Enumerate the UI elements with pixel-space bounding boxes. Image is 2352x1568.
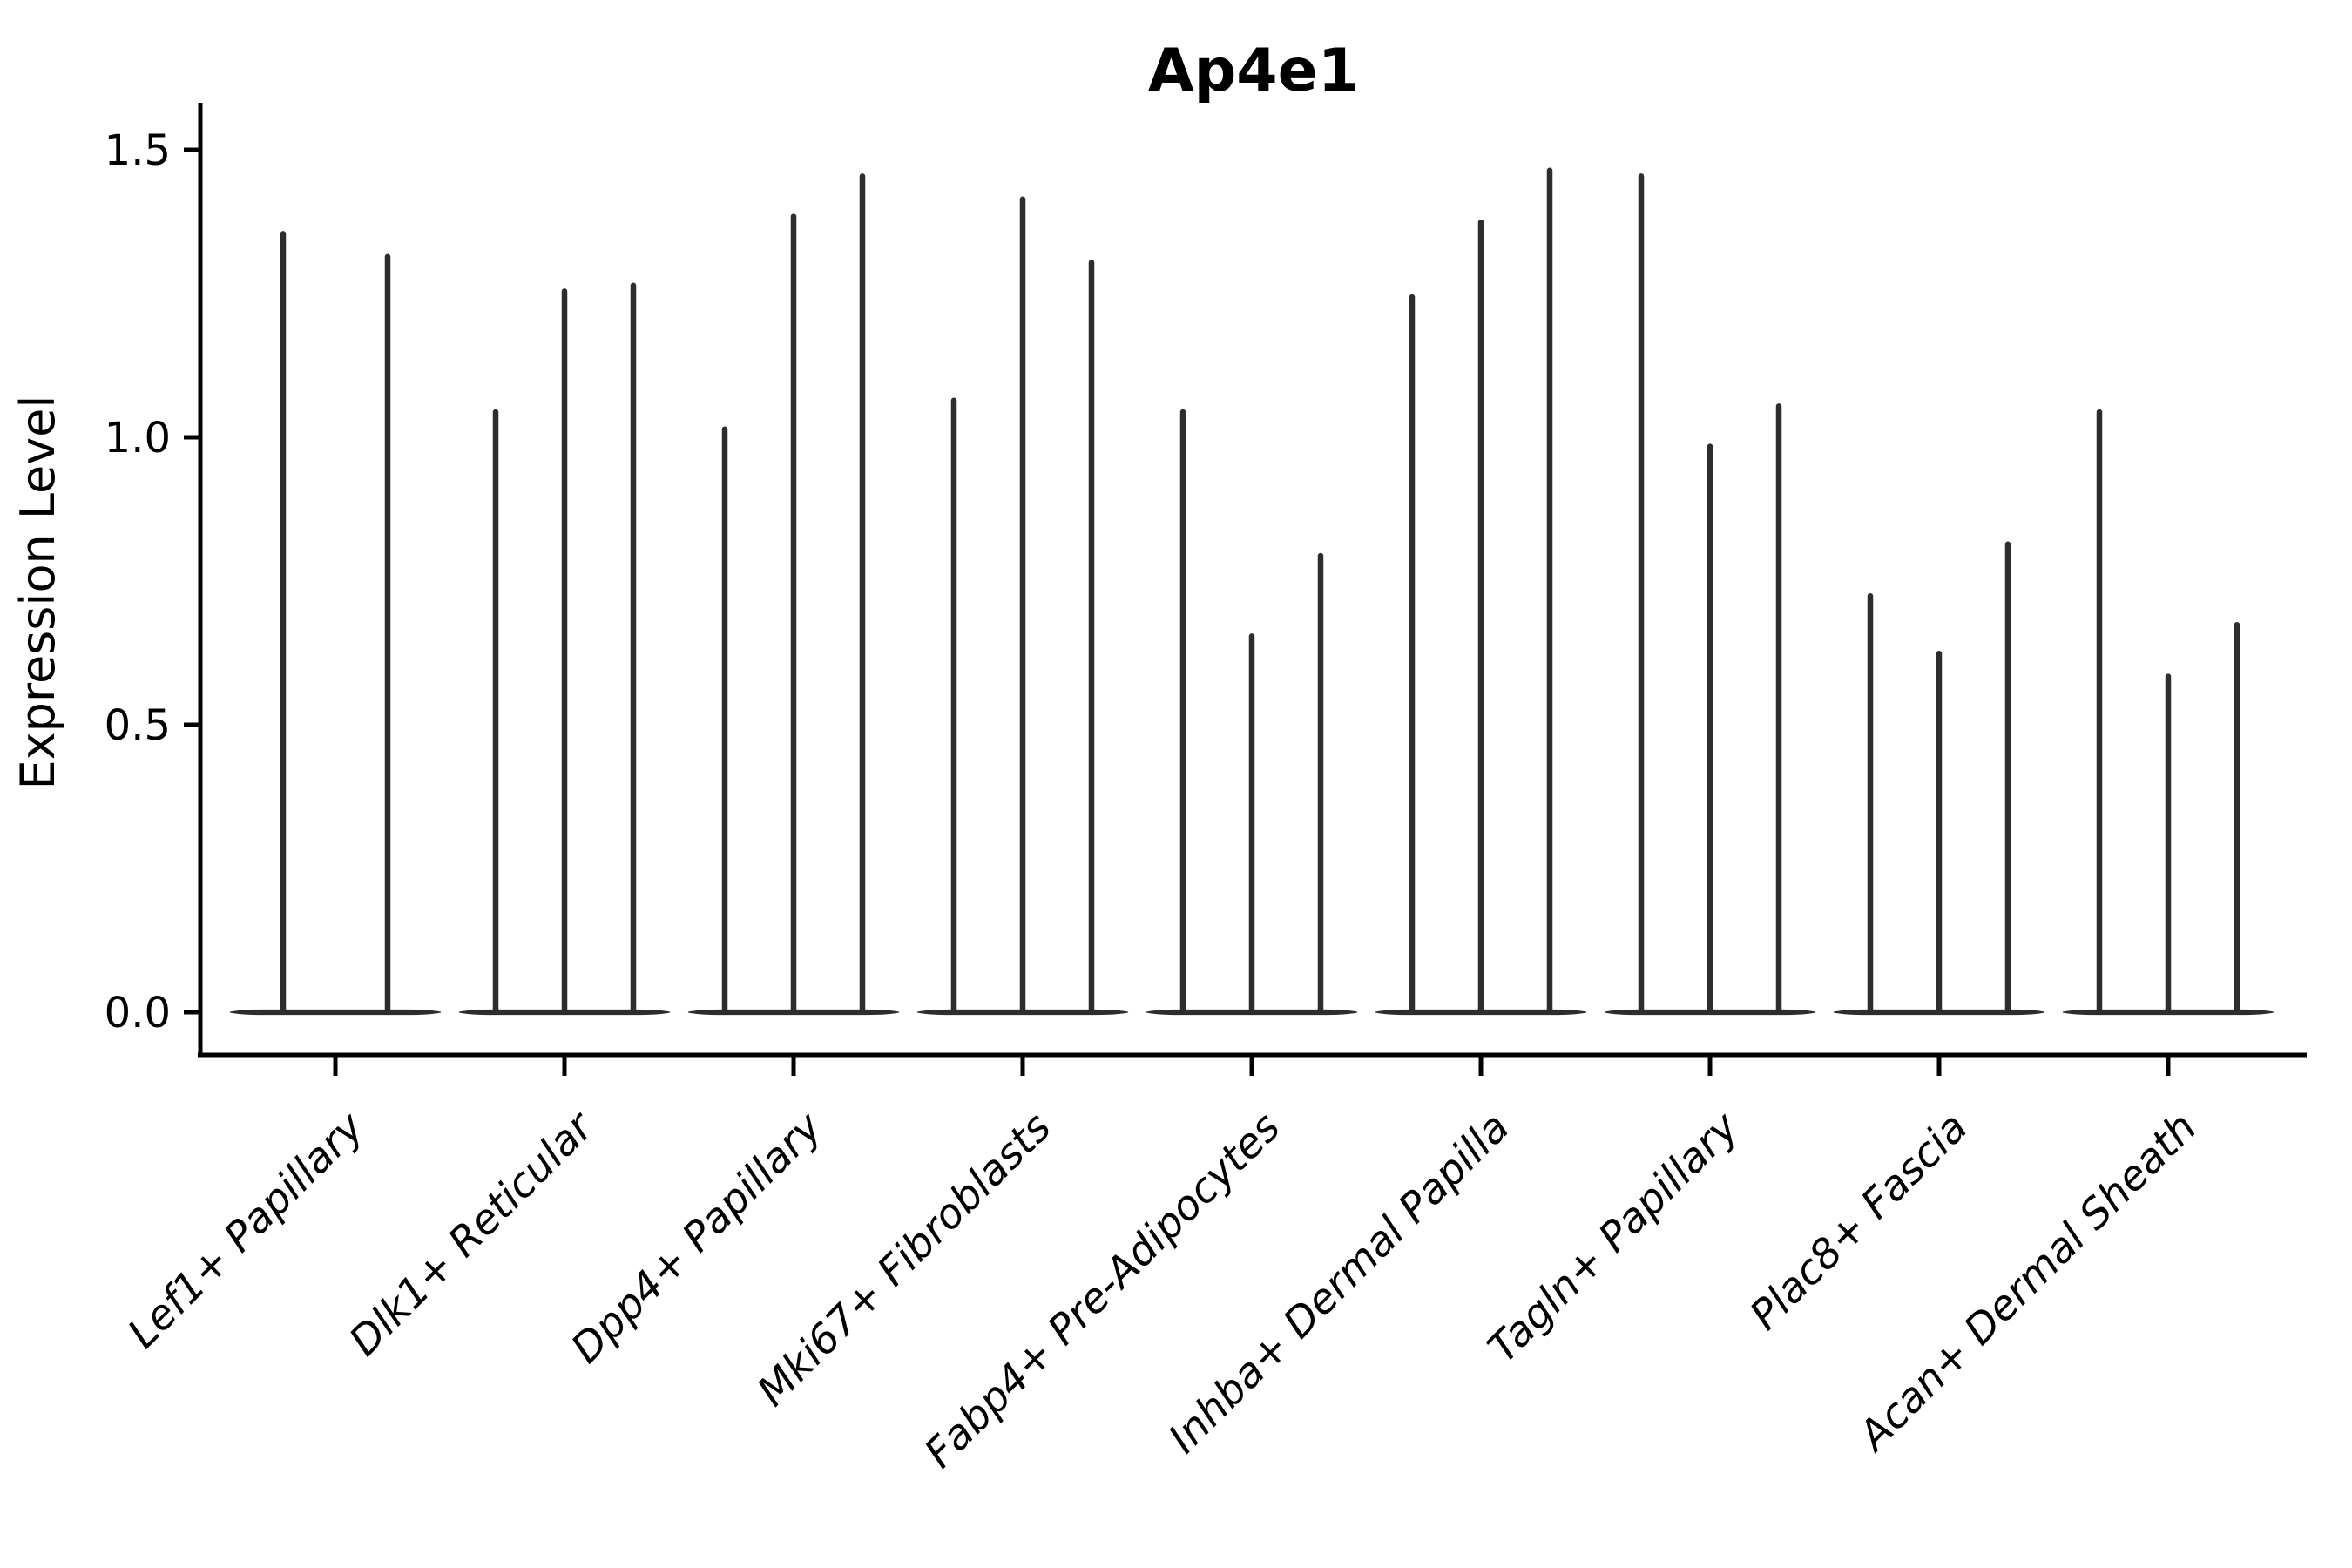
y-tick-label: 1.0 bbox=[105, 414, 171, 463]
y-tick-label: 1.5 bbox=[105, 126, 171, 175]
x-tick-label: Dlk1+ Reticular bbox=[341, 1102, 605, 1366]
y-tick-label: 0.5 bbox=[105, 701, 171, 750]
x-tick-label: Plac8+ Fascia bbox=[1740, 1104, 1977, 1340]
violin-body bbox=[229, 1009, 442, 1016]
x-tick-label: Tagln+ Papillary bbox=[1479, 1103, 1749, 1373]
y-tick-label: 0.0 bbox=[105, 989, 171, 1037]
chart-title: Ap4e1 bbox=[1148, 37, 1359, 105]
x-tick-label: Lef1+ Papillary bbox=[118, 1103, 374, 1358]
y-axis-label: Expression Level bbox=[10, 395, 65, 790]
x-tick-label: Dpp4+ Papillary bbox=[562, 1103, 832, 1373]
